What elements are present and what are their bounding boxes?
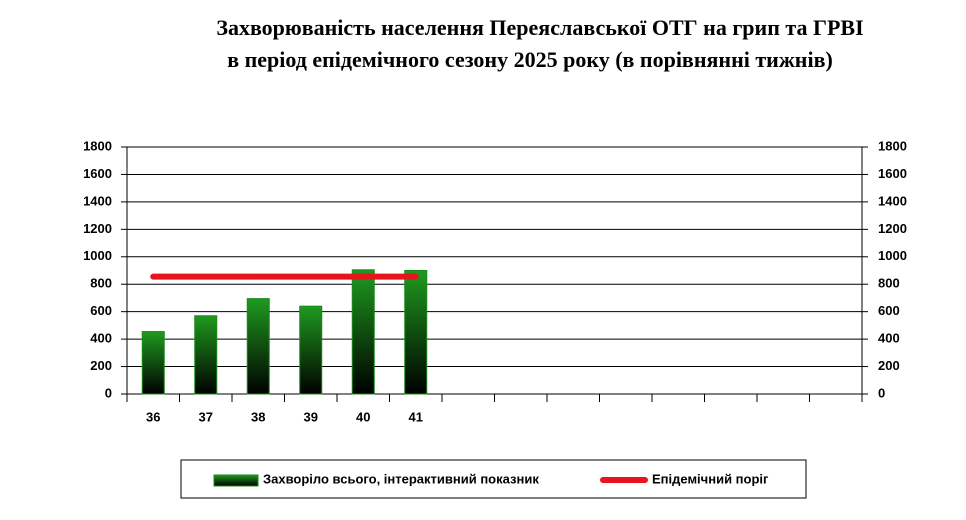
legend-label: Захворіло всього, інтерактивний показник <box>263 471 539 486</box>
y-tick-label: 1200 <box>83 221 112 236</box>
legend-swatch <box>213 474 259 487</box>
y-tick-label: 400 <box>90 331 112 346</box>
y2-tick-label: 400 <box>878 331 900 346</box>
y2-tick-label: 0 <box>878 385 885 400</box>
x-tick-label: 41 <box>409 409 423 424</box>
y-tick-label: 1800 <box>83 138 112 153</box>
x-tick-label: 39 <box>304 409 318 424</box>
y-tick-label: 800 <box>90 276 112 291</box>
y-tick-label: 1400 <box>83 193 112 208</box>
y2-tick-label: 1000 <box>878 248 907 263</box>
y2-tick-label: 1400 <box>878 193 907 208</box>
y2-tick-label: 1200 <box>878 221 907 236</box>
bar <box>299 305 323 395</box>
bar <box>141 331 165 395</box>
y2-tick-label: 1600 <box>878 166 907 181</box>
bar <box>194 315 218 395</box>
y-tick-label: 200 <box>90 358 112 373</box>
y2-tick-label: 1800 <box>878 138 907 153</box>
y-tick-label: 600 <box>90 303 112 318</box>
chart-title: в період епідемічного сезону 2025 року (… <box>227 47 833 72</box>
y-tick-label: 1000 <box>83 248 112 263</box>
bar <box>351 269 375 395</box>
y-tick-label: 1600 <box>83 166 112 181</box>
y-tick-label: 0 <box>105 385 112 400</box>
x-tick-label: 37 <box>199 409 213 424</box>
chart-title: Захворюваність населення Переяславської … <box>216 15 863 40</box>
y2-tick-label: 200 <box>878 358 900 373</box>
y2-tick-label: 800 <box>878 276 900 291</box>
x-tick-label: 40 <box>356 409 370 424</box>
x-tick-label: 38 <box>251 409 265 424</box>
y2-tick-label: 600 <box>878 303 900 318</box>
bar <box>404 270 428 395</box>
legend-box <box>180 459 807 499</box>
x-tick-label: 36 <box>146 409 160 424</box>
bar <box>246 298 270 395</box>
legend-label: Епідемічний поріг <box>652 471 769 486</box>
